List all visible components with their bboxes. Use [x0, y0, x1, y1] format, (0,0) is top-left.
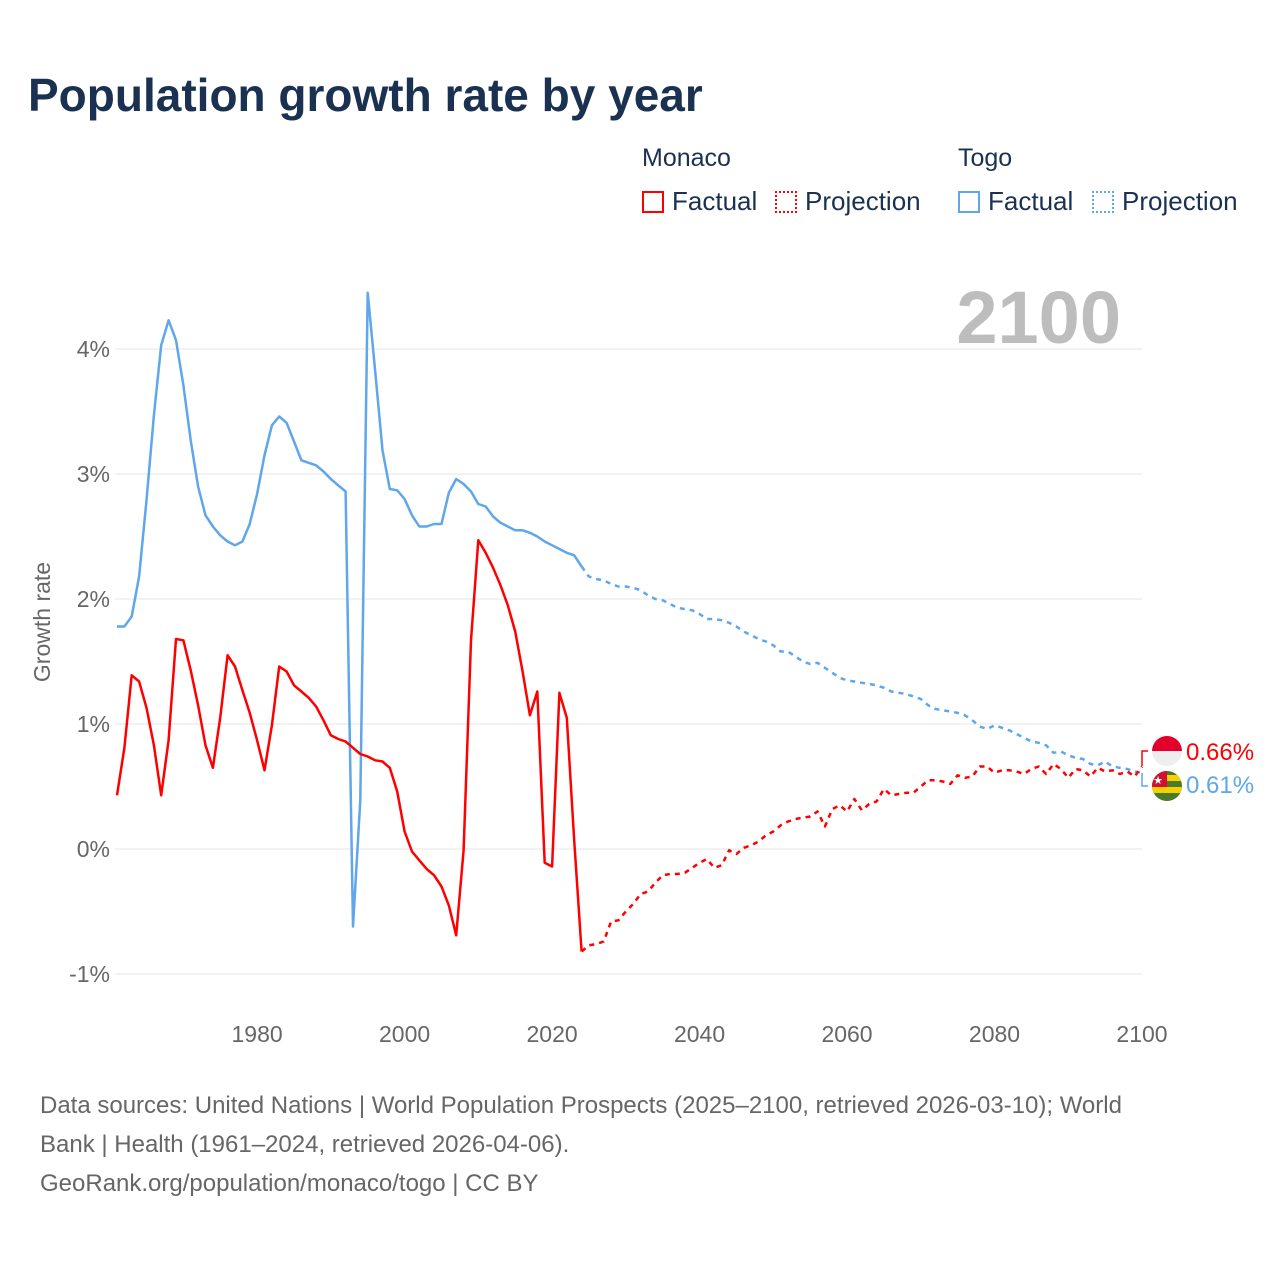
- y-tick-label: 0%: [77, 836, 110, 862]
- togo-factual-line: [117, 291, 583, 928]
- legend-togo-factual[interactable]: Factual: [958, 186, 1073, 217]
- legend-label: Factual: [672, 186, 758, 216]
- chart-title: Population growth rate by year: [28, 69, 703, 121]
- x-tick-label: 2000: [379, 1021, 430, 1047]
- x-tick-label: 1980: [232, 1021, 283, 1047]
- footer-sources-2: Bank | Health (1961–2024, retrieved 2026…: [40, 1131, 570, 1158]
- x-tick-label: 2040: [674, 1021, 725, 1047]
- y-tick-label: 1%: [77, 711, 110, 737]
- togo-projection-line: [580, 565, 1143, 775]
- footer-sources-1: Data sources: United Nations | World Pop…: [40, 1092, 1122, 1119]
- y-tick-label: 4%: [77, 336, 110, 362]
- legend-country-monaco: Monaco: [642, 144, 731, 172]
- togo-flag-icon: ★: [1152, 771, 1182, 801]
- x-tick-label: 2080: [969, 1021, 1020, 1047]
- legend-monaco-projection[interactable]: Projection: [775, 186, 921, 217]
- togo-connector: [1141, 773, 1148, 787]
- legend-monaco-factual[interactable]: Factual: [642, 186, 757, 217]
- footer-link[interactable]: GeoRank.org/population/monaco/togo | CC …: [40, 1170, 539, 1197]
- legend-label: Factual: [988, 186, 1074, 216]
- monaco-connector: [1141, 750, 1148, 766]
- y-tick-label: -1%: [69, 961, 110, 987]
- legend-label: Projection: [1122, 186, 1238, 216]
- legend-togo-projection[interactable]: Projection: [1092, 186, 1238, 217]
- svg-text:★: ★: [1153, 775, 1163, 787]
- x-tick-label: 2020: [526, 1021, 577, 1047]
- solid-swatch-icon: [958, 190, 980, 213]
- x-tick-label: 2100: [1116, 1021, 1167, 1047]
- dotted-swatch-icon: [775, 190, 797, 213]
- monaco-end-value: 0.66%: [1186, 739, 1254, 766]
- year-label: 2100: [956, 276, 1121, 359]
- legend-country-togo: Togo: [958, 144, 1013, 172]
- monaco-factual-line: [115, 539, 583, 952]
- legend-label: Projection: [805, 186, 921, 216]
- y-tick-label: 2%: [77, 586, 110, 612]
- solid-swatch-icon: [642, 190, 664, 213]
- monaco-projection-line: [580, 762, 1144, 953]
- y-tick-label: 3%: [77, 461, 110, 487]
- monaco-flag-icon: [1152, 736, 1182, 766]
- togo-end-value: 0.61%: [1186, 772, 1254, 799]
- dotted-swatch-icon: [1092, 190, 1114, 213]
- x-tick-label: 2060: [821, 1021, 872, 1047]
- y-axis-label: Growth rate: [29, 562, 55, 682]
